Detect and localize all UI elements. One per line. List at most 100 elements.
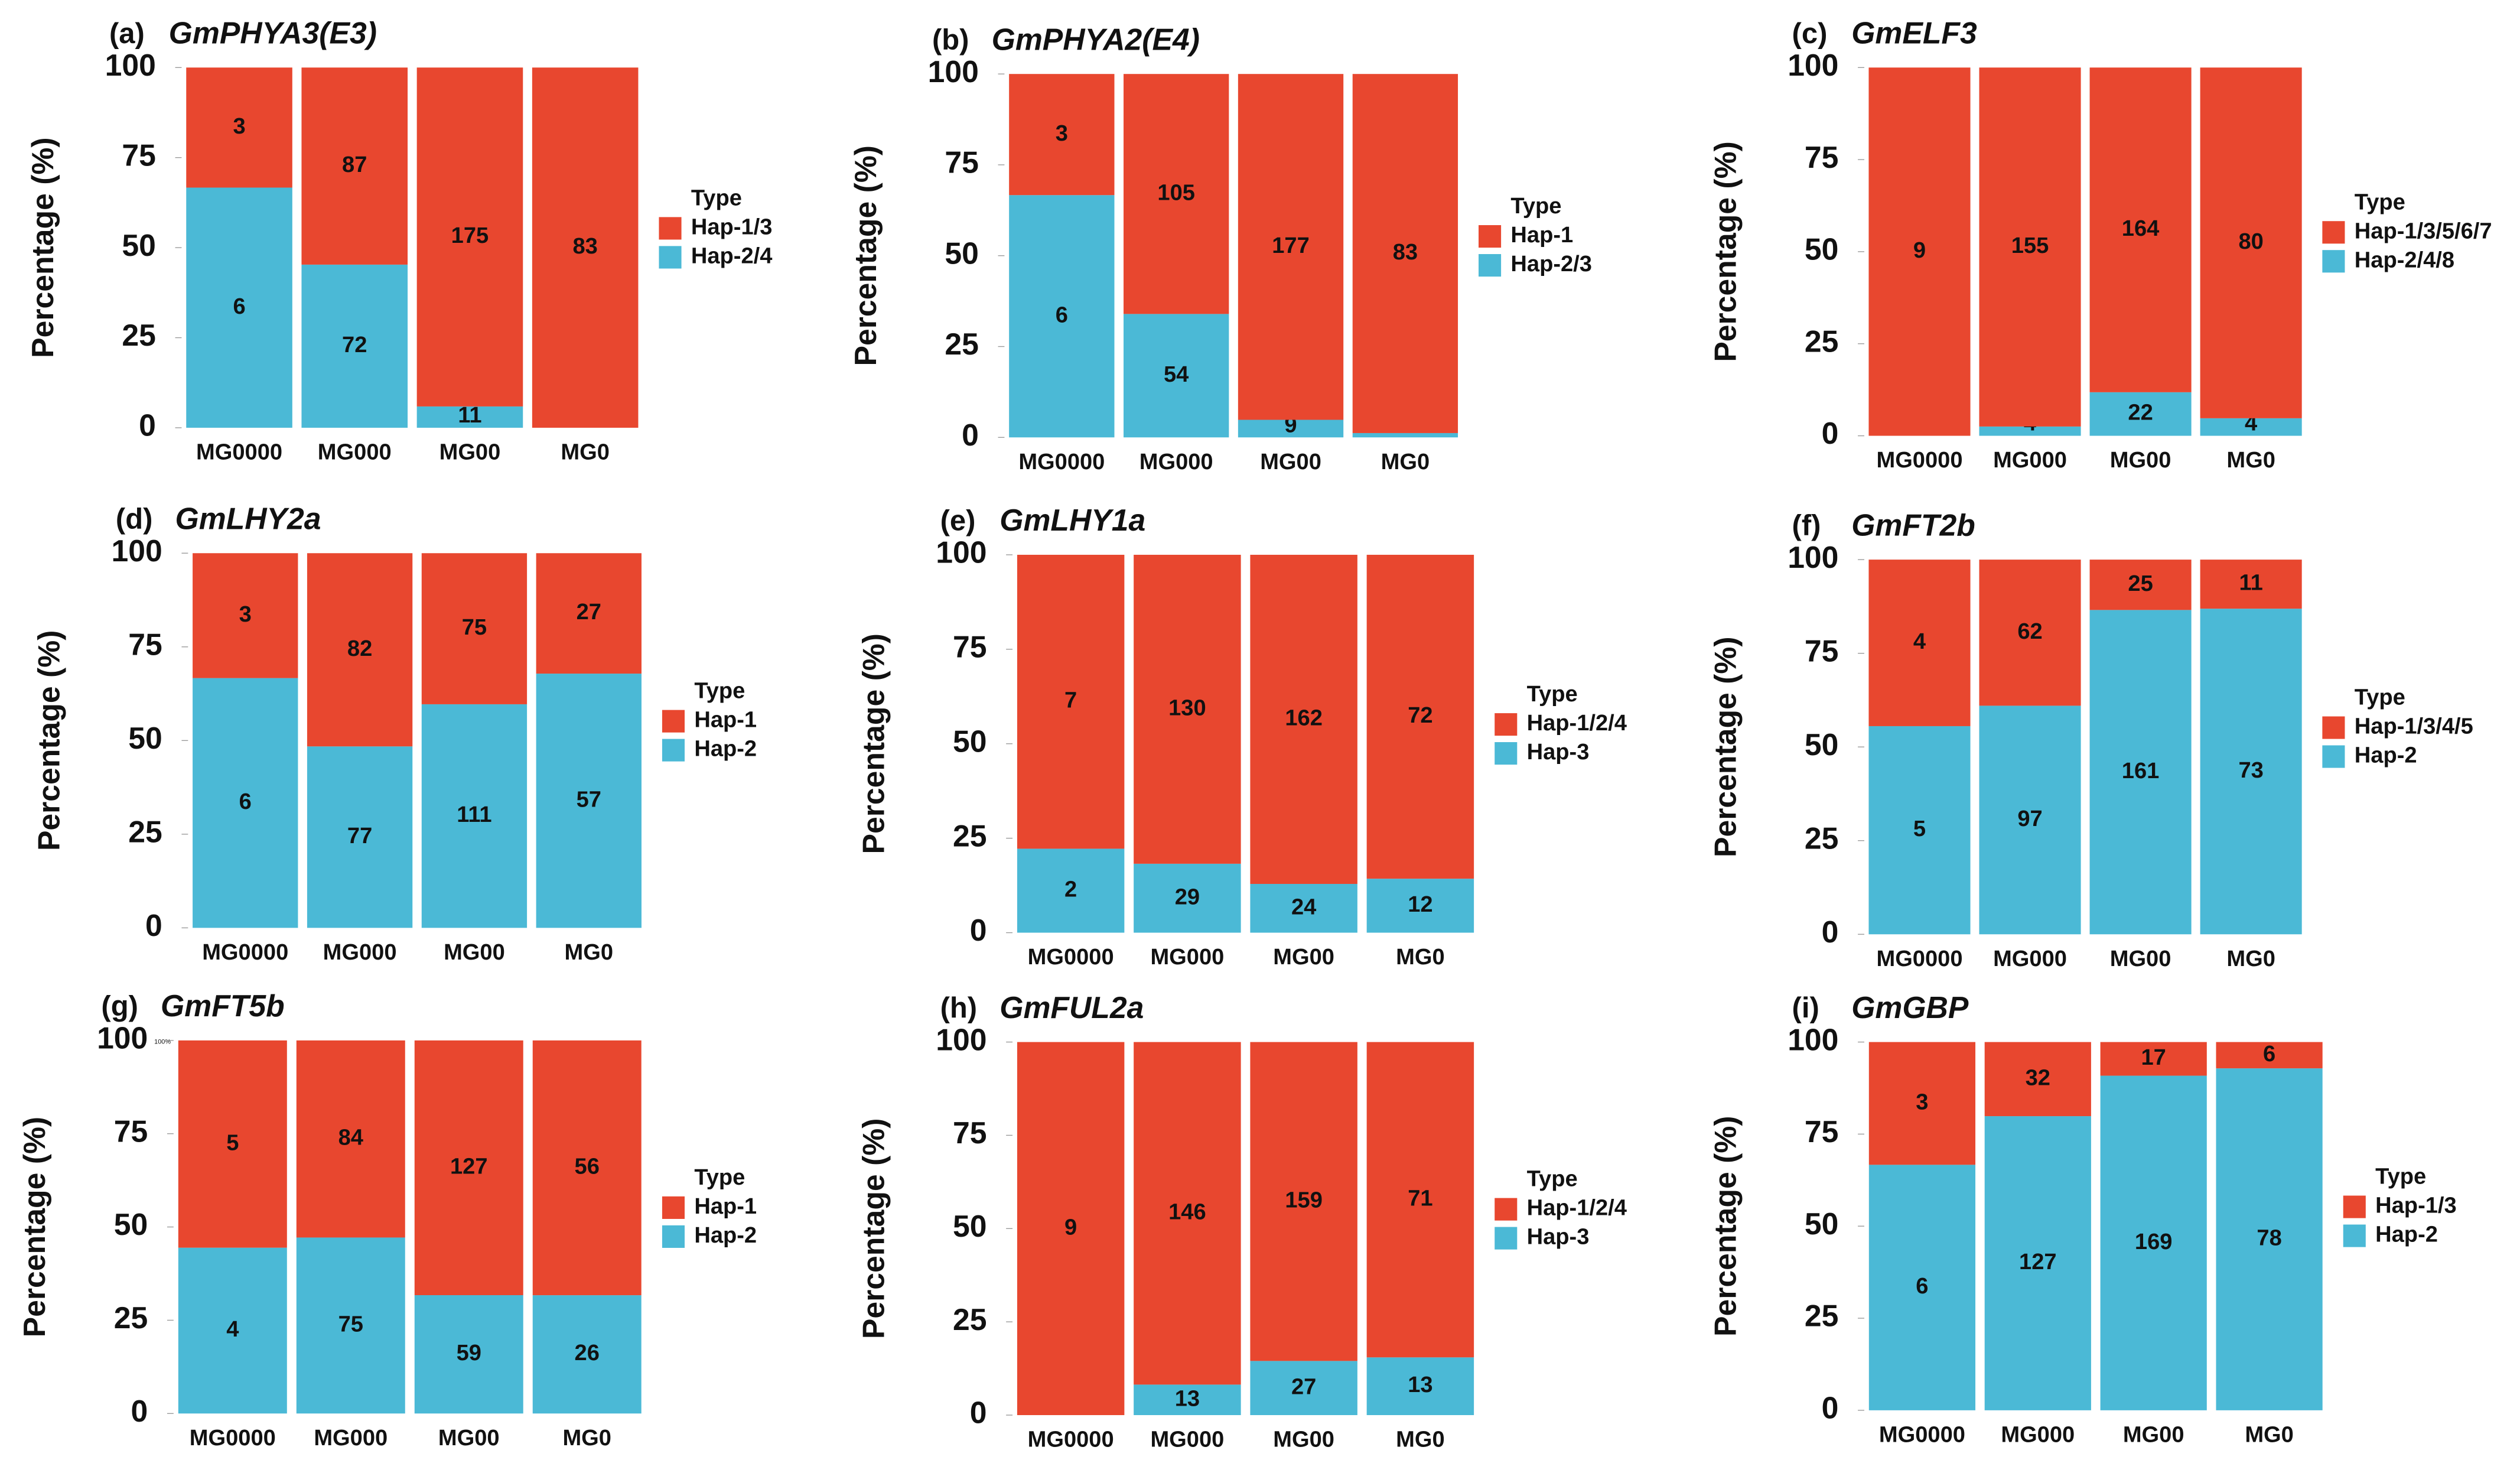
bar-segment — [296, 1237, 405, 1414]
data-label: 159 — [1285, 1188, 1323, 1213]
x-tick-label: MG00 — [2110, 448, 2171, 473]
data-label: 3 — [233, 114, 245, 139]
bar-segment — [2216, 1068, 2323, 1410]
legend-swatch — [662, 739, 685, 762]
data-label: 82 — [347, 636, 372, 661]
legend-label: Hap-2 — [694, 1223, 757, 1248]
data-label: 9 — [1064, 1215, 1077, 1240]
bar-segment — [414, 1295, 523, 1414]
data-label: 7 — [1064, 688, 1077, 713]
x-tick-label: MG0 — [2226, 947, 2275, 971]
x-tick-label: MG000 — [318, 440, 392, 465]
bar-segment — [416, 406, 523, 428]
legend-swatch — [662, 710, 685, 733]
bar-segment — [2200, 418, 2302, 436]
y-tick-label: 100 — [1788, 540, 1838, 574]
y-tick-label: 100 — [97, 1021, 148, 1055]
bar-segment — [1979, 67, 2081, 427]
data-label: 25 — [2128, 571, 2153, 596]
data-label: 72 — [1408, 703, 1432, 728]
legend-swatch — [662, 1225, 685, 1248]
panel-label: (a) — [109, 18, 145, 50]
data-label: 27 — [1291, 1374, 1316, 1399]
data-label: 146 — [1168, 1200, 1206, 1225]
bar-segment — [2200, 67, 2302, 418]
y-tick-label: 75 — [128, 627, 162, 661]
legend-label: Hap-1/2/4 — [1527, 711, 1627, 736]
y-tick-label: 75 — [1805, 140, 1838, 174]
x-tick-label: MG0 — [1396, 1428, 1445, 1452]
legend-swatch — [2343, 1224, 2366, 1247]
legend-title: Type — [2355, 190, 2405, 214]
bar-segment — [1250, 554, 1357, 885]
bar-segment — [1868, 67, 1971, 436]
data-label: 5 — [226, 1130, 239, 1155]
legend-swatch — [1495, 742, 1518, 765]
bar-segment — [1017, 848, 1125, 933]
bar-segment — [1868, 726, 1971, 935]
y-tick-label: 50 — [953, 724, 986, 758]
y-tick-label: 25 — [1805, 821, 1838, 855]
y-tick-label: 50 — [1805, 727, 1838, 762]
bar-segment — [2089, 560, 2192, 610]
x-tick-label: MG0000 — [1028, 1428, 1114, 1452]
bar-segment — [414, 1040, 523, 1296]
x-tick-label: MG0000 — [190, 1426, 276, 1451]
bar-segment — [1979, 705, 2081, 935]
panel: (f) GmFT2b Percentage (%) 0 25 50 75 100 MG0000 5… — [1708, 508, 2473, 971]
data-label: 175 — [451, 223, 489, 248]
y-axis-label: Percentage (%) — [1708, 1116, 1742, 1337]
y-tick-label: 75 — [953, 1116, 986, 1150]
y-tick-label: 50 — [114, 1207, 148, 1241]
bar-segment — [2200, 609, 2302, 935]
data-label: 22 — [2128, 401, 2153, 425]
bar-segment — [1250, 1361, 1357, 1416]
x-tick-label: MG00 — [2123, 1422, 2184, 1447]
legend-label: Hap-1 — [694, 1194, 757, 1219]
legend-swatch — [659, 246, 682, 269]
data-label: 3 — [239, 602, 252, 627]
bar-segment — [1250, 1042, 1357, 1361]
y-axis-label: Percentage (%) — [17, 1117, 51, 1338]
bar-segment — [421, 553, 528, 704]
bar-segment — [1250, 884, 1357, 933]
data-label: 97 — [2017, 807, 2042, 831]
data-label: 73 — [2238, 758, 2263, 783]
chart-title: GmFT5b — [161, 988, 285, 1023]
panel: (i) GmGBP Percentage (%) 0 25 50 75 100 MG0000 6 3… — [1708, 990, 2456, 1448]
bar-segment — [301, 67, 408, 265]
y-tick-label: 0 — [145, 908, 162, 942]
y-tick-label: 100 — [1788, 1022, 1838, 1056]
data-label: 3 — [1916, 1090, 1928, 1115]
x-tick-label: MG0000 — [1018, 450, 1105, 474]
x-tick-label: MG0 — [1381, 450, 1430, 474]
y-tick-label: 100 — [936, 1022, 986, 1056]
y-axis-label: Percentage (%) — [1708, 141, 1742, 362]
x-tick-label: MG0 — [2245, 1422, 2294, 1447]
y-tick-label: 25 — [1805, 324, 1838, 358]
data-label: 169 — [2135, 1230, 2173, 1254]
y-tick-label: 50 — [953, 1209, 986, 1243]
bar-segment — [307, 553, 413, 747]
y-tick-label: 0 — [962, 418, 979, 452]
legend-title: Type — [1527, 682, 1578, 707]
y-tick-label: 100 — [105, 48, 156, 82]
legend-swatch — [1479, 225, 1502, 248]
y-tick-label: 0 — [131, 1394, 148, 1428]
bar-segment — [1017, 554, 1125, 849]
y-axis-label: Percentage (%) — [32, 630, 66, 851]
data-label: 56 — [575, 1155, 600, 1179]
data-label: 111 — [457, 802, 491, 827]
x-tick-label: MG000 — [1993, 947, 2067, 971]
y-tick-label: 75 — [114, 1114, 148, 1148]
x-tick-label: MG0 — [562, 1426, 611, 1451]
panel: (a) GmPHYA3(E3) Percentage (%) 0 25 50 75 100 MG… — [25, 16, 773, 465]
legend-label: Hap-3 — [1527, 1225, 1590, 1250]
chart-title: GmPHYA3(E3) — [169, 16, 377, 50]
panel-label: (h) — [940, 992, 978, 1024]
legend-swatch — [2322, 745, 2345, 768]
data-label: 57 — [577, 787, 601, 812]
data-label: 127 — [2019, 1250, 2057, 1274]
data-label: 27 — [577, 600, 601, 625]
bar-segment — [186, 187, 292, 428]
